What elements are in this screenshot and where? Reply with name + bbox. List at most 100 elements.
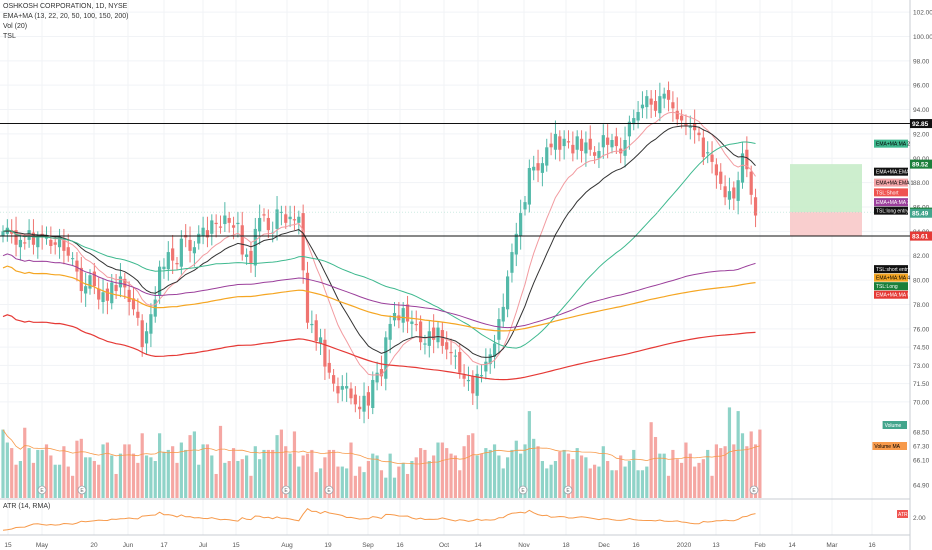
atr-indicator-label[interactable]: ATR (14, RMA) [3,503,51,510]
volume-bar [118,453,123,498]
volume-tick-label: 64.90 [913,483,930,490]
volume-bar [584,457,588,498]
candle [732,187,736,199]
candle [262,214,266,216]
candle [110,282,114,304]
volume-bar [262,449,266,498]
volume-bar [388,453,392,498]
volume-bar [627,461,631,498]
candle [258,217,262,232]
candle [601,135,605,148]
ema-1-line [2,111,756,376]
volume-bar [166,449,170,498]
volume-bar [492,444,497,498]
volume-bar [110,455,114,498]
x-tick-label: 16 [396,542,404,549]
volume-bar [658,453,662,498]
volume-bar [606,461,610,498]
atr-tag [897,510,908,518]
candle [84,286,88,294]
volume-bar [62,446,66,498]
indicator-tag-label: EMA+MA:MA 5 [876,293,910,299]
indicator-tag-label: TSL:Short [876,190,899,196]
earnings-marker [563,485,573,495]
candle [214,222,218,225]
indicator-tag [874,198,908,207]
ema-ma-indicator-label[interactable]: EMA+MA (13, 22, 20, 50, 100, 150, 200) [3,13,129,20]
candle [484,361,488,372]
candle [288,216,292,220]
candle [575,136,579,150]
volume-bar [245,455,249,498]
candle [645,96,649,108]
volume-bar [475,455,479,498]
candle [623,140,627,156]
candle [371,379,375,408]
candle [101,292,105,303]
volume-bar [14,464,18,498]
volume-bar [236,461,240,498]
price-tag [910,231,932,241]
volume-bar [614,470,618,498]
candle [649,98,653,105]
candle [740,153,745,183]
candle [36,237,40,248]
x-tick-label: 15 [232,542,240,549]
volume-bar [562,449,566,498]
candle [492,343,497,357]
candle [136,311,140,318]
candle [593,152,597,156]
indicator-tag [874,206,908,215]
volume-bar [558,451,562,498]
volume-bar [636,470,640,498]
candle [445,342,449,350]
volume-bar [597,466,601,498]
candle [401,308,405,323]
atr-tag-label: ATR [898,512,908,518]
price-tag [910,119,932,129]
earnings-marker-label: E [40,488,44,494]
tsl-indicator-label[interactable]: TSL [3,33,16,40]
candle [166,252,170,270]
candle [31,232,36,245]
volume-bar [649,422,653,498]
volume-indicator-label[interactable]: Vol (20) [3,23,28,30]
atr-tick-label: 2.00 [913,515,926,522]
volume-bar [497,455,501,498]
candle [706,152,710,154]
volume-bar [484,448,488,498]
candle [305,272,310,323]
volume-bar [18,461,22,498]
indicator-tag-label: EMA+MA:EMA 1 [876,181,914,187]
x-tick-label: Aug [281,542,293,549]
volume-bar [697,462,701,498]
candle [292,219,297,221]
candle [427,331,431,346]
y-tick-label: 70.00 [913,399,930,406]
volume-bar [284,446,288,498]
volume-bar [218,425,223,498]
symbol-title[interactable]: OSHKOSH CORPORATION, 1D, NYSE [3,3,128,10]
volume-bar [453,455,457,498]
ma-4-line [2,265,756,332]
candle [144,331,149,344]
y-tick-label: 90.00 [913,156,930,163]
volume-bar [349,442,353,498]
x-tick-label: Jun [123,542,134,549]
candle [414,323,418,326]
earnings-marker-label: E [566,488,570,494]
candle [597,150,601,159]
candle [610,140,614,148]
candle [249,250,253,264]
volume-bar [136,462,140,498]
y-tick-label: 92.00 [913,131,930,138]
price-tag-label: 89.52 [912,162,929,169]
volume-bar [419,448,423,498]
volume-bar [358,466,362,498]
candle [458,351,462,373]
indicator-tag [874,178,908,187]
candle [697,132,701,136]
candle [397,315,401,321]
candle [205,230,210,238]
